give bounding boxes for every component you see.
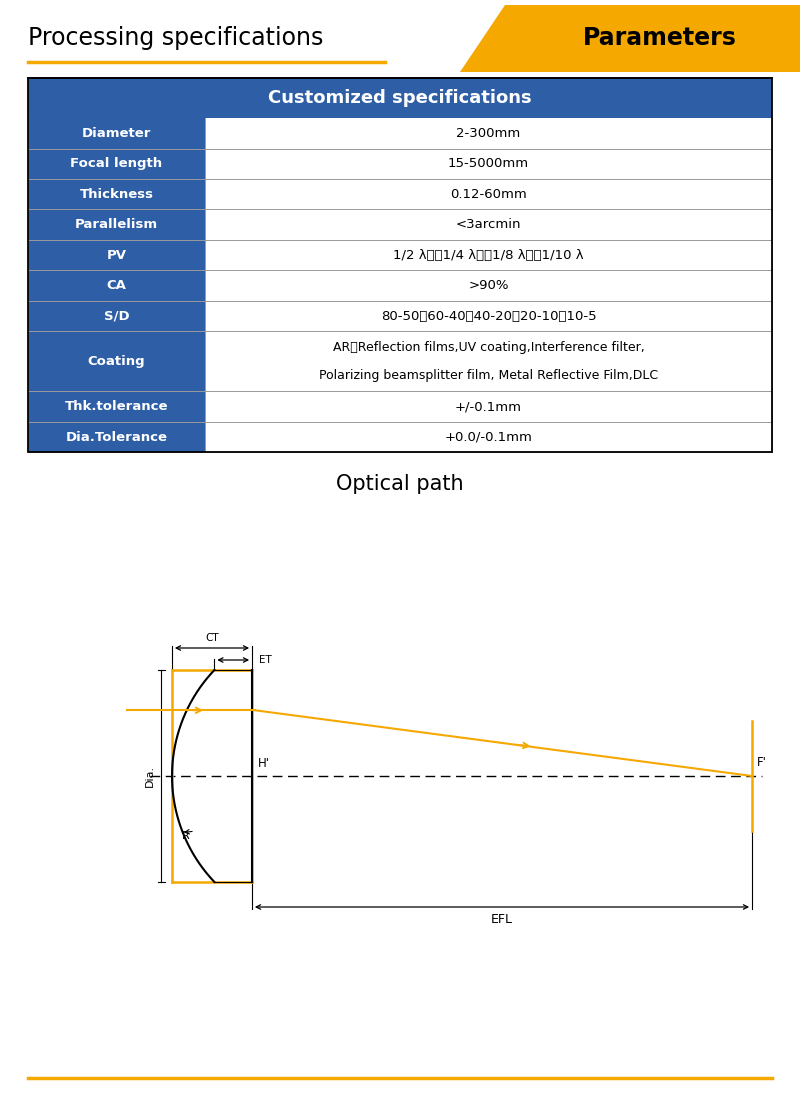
- Text: Focal length: Focal length: [70, 157, 162, 170]
- Text: Processing specifications: Processing specifications: [28, 26, 323, 50]
- Text: 1/2 λ、、1/4 λ、、1/8 λ、、1/10 λ: 1/2 λ、、1/4 λ、、1/8 λ、、1/10 λ: [393, 249, 584, 262]
- FancyBboxPatch shape: [205, 422, 772, 452]
- Text: EFL: EFL: [491, 913, 513, 926]
- FancyBboxPatch shape: [28, 271, 205, 301]
- Text: AR、Reflection films,UV coating,Interference filter,: AR、Reflection films,UV coating,Interfere…: [333, 341, 644, 354]
- FancyBboxPatch shape: [205, 331, 772, 392]
- Text: Diameter: Diameter: [82, 126, 151, 140]
- Text: >90%: >90%: [468, 279, 509, 293]
- FancyBboxPatch shape: [205, 209, 772, 240]
- FancyBboxPatch shape: [28, 78, 772, 118]
- Text: Dia.: Dia.: [145, 764, 155, 788]
- Text: +0.0/-0.1mm: +0.0/-0.1mm: [445, 431, 533, 443]
- Text: +/-0.1mm: +/-0.1mm: [455, 400, 522, 414]
- FancyBboxPatch shape: [28, 392, 205, 422]
- FancyBboxPatch shape: [205, 392, 772, 422]
- FancyBboxPatch shape: [28, 240, 205, 271]
- Text: CT: CT: [205, 632, 219, 644]
- Text: F': F': [757, 756, 767, 769]
- Text: Thickness: Thickness: [79, 188, 154, 200]
- FancyBboxPatch shape: [205, 148, 772, 179]
- Text: Parameters: Parameters: [583, 26, 737, 50]
- Text: 2-300mm: 2-300mm: [456, 126, 521, 140]
- Text: Thk.tolerance: Thk.tolerance: [65, 400, 168, 414]
- Text: Customized specifications: Customized specifications: [268, 89, 532, 107]
- FancyBboxPatch shape: [28, 118, 205, 148]
- Text: Dia.Tolerance: Dia.Tolerance: [66, 431, 167, 443]
- Text: Polarizing beamsplitter film, Metal Reflective Film,DLC: Polarizing beamsplitter film, Metal Refl…: [319, 368, 658, 382]
- Text: Optical path: Optical path: [336, 474, 464, 495]
- FancyBboxPatch shape: [205, 118, 772, 148]
- Text: H': H': [258, 757, 270, 770]
- FancyBboxPatch shape: [28, 148, 205, 179]
- Text: ET: ET: [259, 654, 272, 666]
- FancyBboxPatch shape: [205, 240, 772, 271]
- FancyBboxPatch shape: [205, 301, 772, 331]
- Text: CA: CA: [106, 279, 126, 293]
- Text: Parallelism: Parallelism: [75, 218, 158, 231]
- Text: 80-50、60-40、40-20、20-10、10-5: 80-50、60-40、40-20、20-10、10-5: [381, 310, 596, 322]
- Text: R: R: [182, 832, 190, 842]
- FancyBboxPatch shape: [28, 422, 205, 452]
- Text: 15-5000mm: 15-5000mm: [448, 157, 529, 170]
- Text: Coating: Coating: [88, 355, 146, 368]
- Text: S/D: S/D: [104, 310, 130, 322]
- Text: 0.12-60mm: 0.12-60mm: [450, 188, 527, 200]
- FancyBboxPatch shape: [205, 179, 772, 209]
- FancyBboxPatch shape: [28, 209, 205, 240]
- FancyBboxPatch shape: [205, 271, 772, 301]
- FancyBboxPatch shape: [28, 179, 205, 209]
- Polygon shape: [460, 6, 800, 72]
- Text: <3arcmin: <3arcmin: [456, 218, 522, 231]
- FancyBboxPatch shape: [28, 301, 205, 331]
- Text: PV: PV: [106, 249, 126, 262]
- FancyBboxPatch shape: [28, 331, 205, 392]
